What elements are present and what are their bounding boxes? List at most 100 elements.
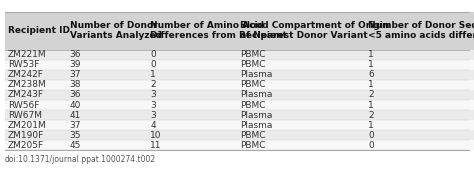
Bar [365, 50, 474, 60]
Bar [237, 100, 365, 110]
Bar [147, 140, 237, 150]
Bar [237, 70, 365, 80]
Text: 40: 40 [70, 101, 81, 110]
Bar [237, 50, 365, 60]
Text: RW67M: RW67M [8, 111, 42, 120]
Bar [237, 140, 365, 150]
Text: 37: 37 [70, 70, 81, 79]
Text: 2: 2 [368, 111, 374, 120]
Text: PBMC: PBMC [240, 101, 266, 110]
Text: RW56F: RW56F [8, 101, 39, 110]
Bar [365, 100, 474, 110]
Bar [5, 12, 66, 50]
Text: 1: 1 [368, 50, 374, 59]
Bar [5, 120, 66, 130]
Text: 38: 38 [70, 80, 81, 89]
Bar [66, 90, 147, 100]
Text: Plasma: Plasma [240, 90, 273, 100]
Text: 37: 37 [70, 121, 81, 130]
Text: 0: 0 [150, 60, 156, 69]
Text: Plasma: Plasma [240, 70, 273, 79]
Bar [147, 90, 237, 100]
Text: 0: 0 [150, 50, 156, 59]
Bar [237, 12, 365, 50]
Text: PBMC: PBMC [240, 131, 266, 140]
Text: ZM242F: ZM242F [8, 70, 44, 79]
Text: 35: 35 [70, 131, 81, 140]
Text: ZM221M: ZM221M [8, 50, 46, 59]
Bar [66, 120, 147, 130]
Text: 0: 0 [368, 131, 374, 140]
Text: 10: 10 [150, 131, 162, 140]
Bar [365, 120, 474, 130]
Text: ZM243F: ZM243F [8, 90, 44, 100]
Text: 1: 1 [368, 101, 374, 110]
Bar [237, 130, 365, 140]
Bar [365, 110, 474, 120]
Bar [237, 80, 365, 90]
Bar [5, 70, 66, 80]
Bar [5, 130, 66, 140]
Bar [147, 120, 237, 130]
Text: doi:10.1371/journal.ppat.1000274.t002: doi:10.1371/journal.ppat.1000274.t002 [5, 155, 156, 164]
Text: 3: 3 [150, 90, 156, 100]
Bar [147, 130, 237, 140]
Bar [66, 60, 147, 70]
Text: PBMC: PBMC [240, 50, 266, 59]
Bar [365, 140, 474, 150]
Bar [147, 80, 237, 90]
Text: 39: 39 [70, 60, 81, 69]
Text: PBMC: PBMC [240, 80, 266, 89]
Bar [66, 130, 147, 140]
Text: 3: 3 [150, 111, 156, 120]
Bar [237, 60, 365, 70]
Text: 0: 0 [368, 141, 374, 150]
Text: 1: 1 [150, 70, 156, 79]
Text: 2: 2 [368, 90, 374, 100]
Text: 36: 36 [70, 90, 81, 100]
Text: Number of Amino Acid
Differences from Recipient: Number of Amino Acid Differences from Re… [150, 21, 287, 41]
Bar [237, 120, 365, 130]
Bar [365, 80, 474, 90]
Bar [147, 50, 237, 60]
Text: Number of Donor
Variants Analyzed: Number of Donor Variants Analyzed [70, 21, 162, 41]
Text: RW53F: RW53F [8, 60, 39, 69]
Text: Recipient ID: Recipient ID [8, 26, 70, 35]
Bar [66, 50, 147, 60]
Bar [5, 50, 66, 60]
Bar [365, 60, 474, 70]
Text: 2: 2 [150, 80, 156, 89]
Text: ZM238M: ZM238M [8, 80, 47, 89]
Bar [365, 130, 474, 140]
Text: Number of Donor Sequences
<5 amino acids different: Number of Donor Sequences <5 amino acids… [368, 21, 474, 41]
Text: ZM201M: ZM201M [8, 121, 47, 130]
Text: Blood Compartment of Origin
of Nearest Donor Variant: Blood Compartment of Origin of Nearest D… [240, 21, 390, 41]
Text: 45: 45 [70, 141, 81, 150]
Bar [365, 70, 474, 80]
Bar [5, 110, 66, 120]
Text: 1: 1 [368, 121, 374, 130]
Text: ZM190F: ZM190F [8, 131, 44, 140]
Bar [147, 12, 237, 50]
Bar [365, 12, 474, 50]
Bar [5, 80, 66, 90]
Bar [66, 140, 147, 150]
Bar [147, 70, 237, 80]
Bar [147, 110, 237, 120]
Bar [5, 90, 66, 100]
Bar [66, 110, 147, 120]
Bar [5, 100, 66, 110]
Bar [66, 100, 147, 110]
Text: 6: 6 [368, 70, 374, 79]
Text: 41: 41 [70, 111, 81, 120]
Bar [237, 90, 365, 100]
Bar [5, 140, 66, 150]
Text: 11: 11 [150, 141, 162, 150]
Text: ZM205F: ZM205F [8, 141, 44, 150]
Text: PBMC: PBMC [240, 141, 266, 150]
Bar [147, 100, 237, 110]
Bar [237, 110, 365, 120]
Text: 3: 3 [150, 101, 156, 110]
Text: 36: 36 [70, 50, 81, 59]
Text: PBMC: PBMC [240, 60, 266, 69]
